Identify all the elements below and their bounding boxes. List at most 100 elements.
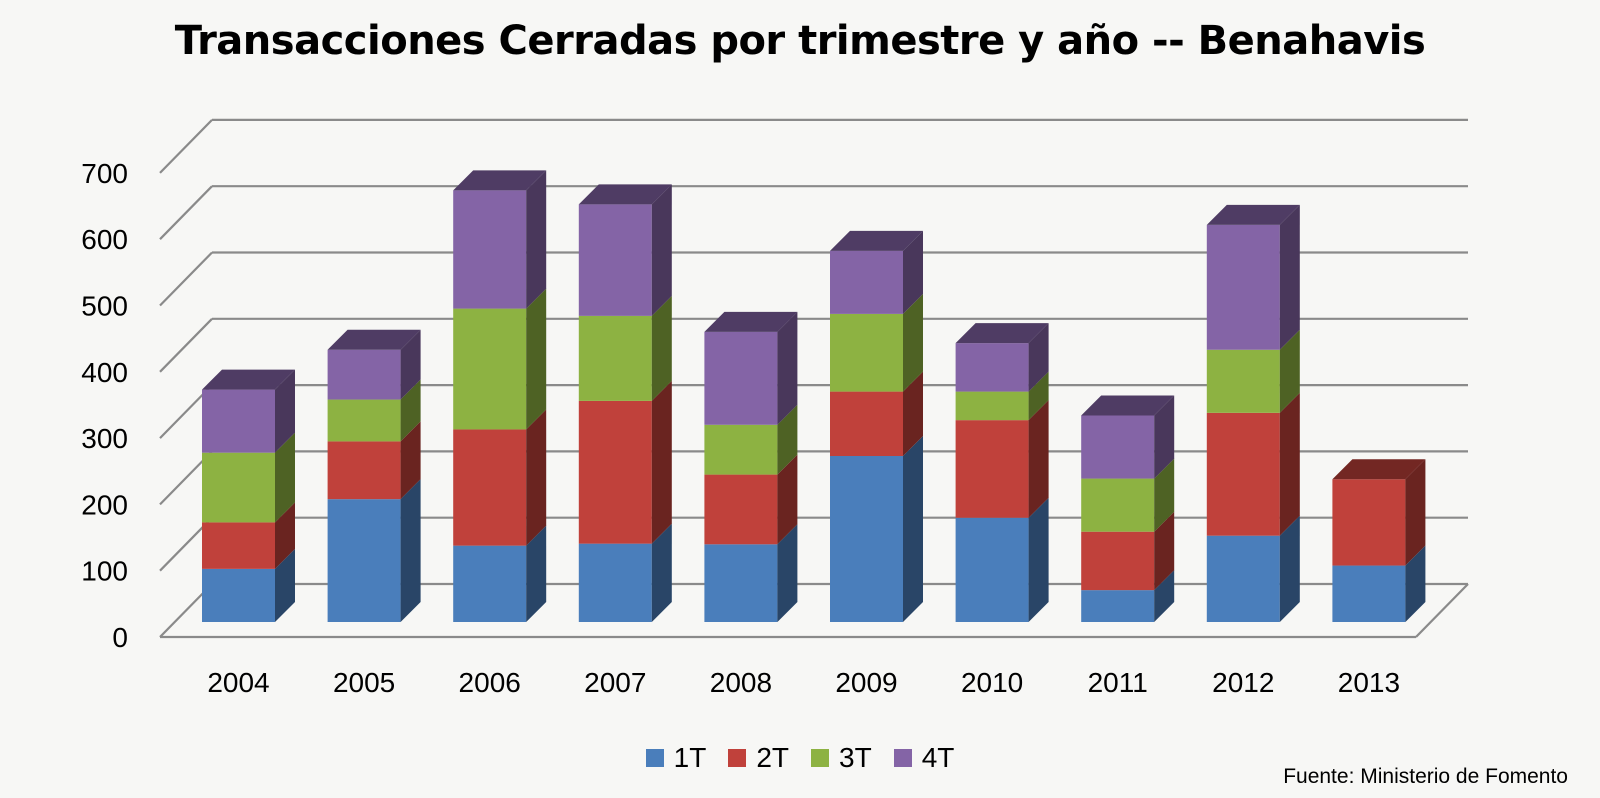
- bar-stack-2005: [327, 329, 421, 622]
- bars-group: [202, 170, 1426, 622]
- bar-segment-2008-3T: [704, 404, 798, 475]
- bar-front: [578, 204, 652, 316]
- bar-side: [1028, 323, 1049, 392]
- bar-front: [704, 474, 778, 545]
- bar-segment-2013-1T: [1332, 545, 1426, 622]
- legend-swatch: [728, 749, 747, 767]
- bar-side: [1279, 204, 1300, 350]
- legend-label: 1T: [673, 742, 707, 773]
- bar-top: [1206, 204, 1300, 225]
- bar-segment-2009-2T: [830, 371, 923, 456]
- bar-segment-2008-2T: [704, 454, 798, 545]
- bar-stack-2013: [1332, 459, 1426, 622]
- bar-front: [453, 190, 527, 309]
- bar-stack-2008: [704, 311, 798, 622]
- bar-side: [526, 170, 547, 309]
- bar-top: [578, 184, 672, 205]
- floor-right-edge: [1415, 583, 1469, 638]
- legend-item-3T: 3T: [811, 742, 872, 774]
- x-tick-label: 2007: [584, 667, 646, 698]
- y-tick-label: 700: [81, 158, 128, 189]
- bar-front: [955, 517, 1029, 622]
- bar-side: [275, 502, 295, 569]
- bar-front: [1206, 224, 1280, 350]
- bar-stack-2011: [1081, 395, 1175, 622]
- chart-title: Transacciones Cerradas por trimestre y a…: [174, 18, 1426, 64]
- bar-segment-2008-4T: [704, 311, 798, 425]
- bar-segment-2006-2T: [453, 409, 547, 546]
- x-tick-label: 2004: [207, 667, 269, 698]
- bar-front: [453, 429, 527, 546]
- bar-segment-2012-3T: [1206, 329, 1300, 413]
- bar-segment-2011-4T: [1081, 395, 1175, 479]
- bar-side: [275, 548, 295, 622]
- chart-floor: [160, 583, 1469, 639]
- y-axis-tick-labels: 0 100 200 300 400 500 600 700: [81, 158, 128, 653]
- x-tick-label: 2008: [710, 667, 772, 698]
- bar-front: [578, 400, 652, 544]
- bar-front: [327, 441, 401, 500]
- bar-front: [704, 331, 778, 425]
- bar-segment-2005-4T: [327, 329, 421, 400]
- legend-label: 4T: [921, 742, 955, 773]
- bar-segment-2010-1T: [955, 497, 1049, 622]
- bar-side: [1028, 371, 1049, 421]
- x-tick-label: 2009: [835, 667, 897, 698]
- bar-segment-2010-3T: [955, 371, 1049, 421]
- bar-side: [400, 421, 421, 500]
- bar-segment-2004-1T: [202, 548, 295, 622]
- bar-front: [1081, 531, 1155, 591]
- legend-label: 3T: [839, 742, 872, 773]
- bar-segment-2010-4T: [955, 323, 1049, 392]
- bar-front: [578, 543, 652, 622]
- y-tick-label: 500: [81, 291, 128, 322]
- bar-front: [327, 349, 401, 400]
- bar-side: [651, 523, 672, 622]
- bar-front: [327, 499, 401, 622]
- y-tick-label: 200: [81, 489, 128, 520]
- bar-front: [202, 389, 275, 453]
- bar-front: [202, 522, 275, 569]
- bar-segment-2008-1T: [704, 524, 798, 622]
- bar-segment-2011-2T: [1081, 511, 1175, 591]
- bar-segment-2005-3T: [327, 379, 421, 442]
- bar-front: [453, 545, 527, 622]
- bar-segment-2004-4T: [202, 369, 295, 453]
- bar-front: [830, 456, 903, 622]
- bar-top: [327, 329, 421, 350]
- bar-side: [903, 436, 923, 622]
- bar-front: [830, 250, 903, 314]
- bar-side: [1405, 459, 1426, 566]
- y-tick-label: 400: [81, 357, 128, 388]
- bar-side: [1279, 329, 1300, 413]
- bar-front: [704, 424, 778, 475]
- bar-segment-2005-2T: [327, 421, 421, 500]
- legend: 1T 2T 3T 4T: [0, 742, 1600, 774]
- legend-label: 2T: [756, 742, 789, 773]
- bar-front: [830, 313, 903, 392]
- bar-stack-2009: [830, 230, 923, 622]
- bar-front: [1332, 565, 1406, 622]
- bar-side: [903, 371, 923, 456]
- bar-stack-2006: [453, 170, 547, 622]
- bar-front: [955, 420, 1029, 518]
- bar-segment-2012-4T: [1206, 204, 1300, 350]
- bar-front: [1206, 412, 1280, 536]
- y-tick-label: 0: [112, 622, 128, 653]
- bar-side: [526, 409, 547, 546]
- bar-front: [327, 399, 401, 442]
- x-tick-label: 2013: [1338, 667, 1400, 698]
- bar-top: [955, 323, 1049, 344]
- grid-line-side: [159, 251, 213, 307]
- x-tick-label: 2005: [333, 667, 395, 698]
- bar-segment-2004-2T: [202, 502, 295, 569]
- x-tick-label: 2012: [1212, 667, 1274, 698]
- bar-front: [202, 568, 275, 622]
- bar-side: [903, 293, 923, 392]
- bar-side: [777, 524, 798, 622]
- bar-front: [1081, 415, 1155, 479]
- legend-item-1T: 1T: [645, 742, 707, 774]
- bar-side: [651, 380, 672, 544]
- grid-line-side: [159, 185, 213, 240]
